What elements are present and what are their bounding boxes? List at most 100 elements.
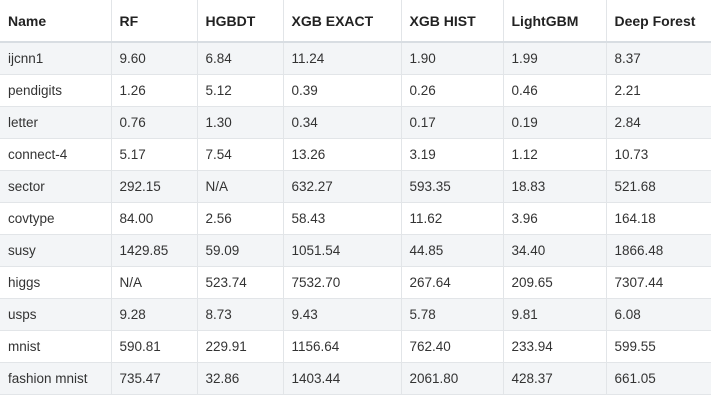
- cell-dataset-name: sector: [0, 170, 112, 203]
- column-header-lightgbm: LightGBM: [503, 0, 607, 43]
- cell-hgbdt: 5.12: [197, 74, 284, 107]
- cell-dataset-name: pendigits: [0, 74, 112, 107]
- cell-hgbdt: 7.54: [197, 138, 284, 171]
- table-row: connect-4 5.17 7.54 13.26 3.19 1.12 10.73: [0, 138, 711, 171]
- cell-rf: 1.26: [111, 74, 198, 107]
- cell-xgb-exact: 9.43: [283, 298, 402, 331]
- cell-hgbdt: 32.86: [197, 362, 284, 395]
- cell-lightgbm: 428.37: [503, 362, 607, 395]
- table-row: fashion mnist 735.47 32.86 1403.44 2061.80 42…: [0, 362, 711, 395]
- table-row: sector 292.15 N/A 632.27 593.35 18.83 521.68: [0, 170, 711, 203]
- cell-deep-forest: 2.21: [606, 74, 711, 107]
- cell-lightgbm: 18.83: [503, 170, 607, 203]
- cell-hgbdt: 2.56: [197, 202, 284, 235]
- cell-hgbdt: 1.30: [197, 106, 284, 139]
- cell-rf: N/A: [111, 266, 198, 299]
- cell-deep-forest: 521.68: [606, 170, 711, 203]
- cell-xgb-exact: 0.34: [283, 106, 402, 139]
- cell-lightgbm: 209.65: [503, 266, 607, 299]
- table-row: letter 0.76 1.30 0.34 0.17 0.19 2.84: [0, 106, 711, 139]
- cell-rf: 9.28: [111, 298, 198, 331]
- cell-xgb-hist: 5.78: [401, 298, 504, 331]
- cell-dataset-name: letter: [0, 106, 112, 139]
- cell-lightgbm: 1.12: [503, 138, 607, 171]
- cell-dataset-name: ijcnn1: [0, 42, 112, 75]
- cell-xgb-exact: 632.27: [283, 170, 402, 203]
- cell-deep-forest: 599.55: [606, 330, 711, 363]
- cell-dataset-name: mnist: [0, 330, 112, 363]
- table-row: mnist 590.81 229.91 1156.64 762.40 233.94 599.…: [0, 330, 711, 363]
- column-header-hgbdt: HGBDT: [197, 0, 284, 43]
- cell-lightgbm: 9.81: [503, 298, 607, 331]
- cell-rf: 5.17: [111, 138, 198, 171]
- cell-xgb-hist: 3.19: [401, 138, 504, 171]
- cell-dataset-name: covtype: [0, 202, 112, 235]
- cell-deep-forest: 10.73: [606, 138, 711, 171]
- cell-lightgbm: 34.40: [503, 234, 607, 267]
- cell-deep-forest: 7307.44: [606, 266, 711, 299]
- cell-rf: 735.47: [111, 362, 198, 395]
- cell-rf: 84.00: [111, 202, 198, 235]
- column-header-name: Name: [0, 0, 112, 43]
- cell-lightgbm: 0.19: [503, 106, 607, 139]
- cell-deep-forest: 1866.48: [606, 234, 711, 267]
- cell-hgbdt: 229.91: [197, 330, 284, 363]
- cell-rf: 1429.85: [111, 234, 198, 267]
- cell-xgb-exact: 58.43: [283, 202, 402, 235]
- column-header-xgb-hist: XGB HIST: [401, 0, 504, 43]
- cell-xgb-exact: 7532.70: [283, 266, 402, 299]
- cell-rf: 590.81: [111, 330, 198, 363]
- cell-deep-forest: 6.08: [606, 298, 711, 331]
- cell-xgb-exact: 1156.64: [283, 330, 402, 363]
- cell-xgb-exact: 13.26: [283, 138, 402, 171]
- cell-dataset-name: higgs: [0, 266, 112, 299]
- table-header: Name RF HGBDT XGB EXACT XGB HIST LightGB…: [0, 0, 711, 43]
- column-header-deep-forest: Deep Forest: [606, 0, 711, 43]
- cell-hgbdt: 59.09: [197, 234, 284, 267]
- cell-deep-forest: 164.18: [606, 202, 711, 235]
- cell-deep-forest: 661.05: [606, 362, 711, 395]
- cell-xgb-exact: 1051.54: [283, 234, 402, 267]
- cell-hgbdt: 523.74: [197, 266, 284, 299]
- cell-lightgbm: 233.94: [503, 330, 607, 363]
- cell-xgb-hist: 0.17: [401, 106, 504, 139]
- header-row: Name RF HGBDT XGB EXACT XGB HIST LightGB…: [0, 0, 711, 43]
- cell-xgb-exact: 1403.44: [283, 362, 402, 395]
- cell-xgb-hist: 762.40: [401, 330, 504, 363]
- column-header-rf: RF: [111, 0, 198, 43]
- cell-xgb-hist: 593.35: [401, 170, 504, 203]
- table-row: ijcnn1 9.60 6.84 11.24 1.90 1.99 8.37: [0, 42, 711, 75]
- cell-lightgbm: 1.99: [503, 42, 607, 75]
- cell-lightgbm: 0.46: [503, 74, 607, 107]
- cell-xgb-exact: 0.39: [283, 74, 402, 107]
- cell-deep-forest: 2.84: [606, 106, 711, 139]
- cell-xgb-hist: 267.64: [401, 266, 504, 299]
- cell-dataset-name: connect-4: [0, 138, 112, 171]
- cell-hgbdt: N/A: [197, 170, 284, 203]
- cell-xgb-hist: 0.26: [401, 74, 504, 107]
- cell-hgbdt: 6.84: [197, 42, 284, 75]
- table-body: ijcnn1 9.60 6.84 11.24 1.90 1.99 8.37 pendigits…: [0, 42, 711, 395]
- cell-rf: 292.15: [111, 170, 198, 203]
- table-row: pendigits 1.26 5.12 0.39 0.26 0.46 2.21: [0, 74, 711, 107]
- cell-dataset-name: usps: [0, 298, 112, 331]
- cell-dataset-name: susy: [0, 234, 112, 267]
- cell-xgb-hist: 2061.80: [401, 362, 504, 395]
- table-row: covtype 84.00 2.56 58.43 11.62 3.96 164.18: [0, 202, 711, 235]
- cell-dataset-name: fashion mnist: [0, 362, 112, 395]
- table-row: higgs N/A 523.74 7532.70 267.64 209.65 7307.44: [0, 266, 711, 299]
- cell-rf: 9.60: [111, 42, 198, 75]
- cell-xgb-hist: 11.62: [401, 202, 504, 235]
- cell-lightgbm: 3.96: [503, 202, 607, 235]
- column-header-xgb-exact: XGB EXACT: [283, 0, 402, 43]
- cell-xgb-exact: 11.24: [283, 42, 402, 75]
- cell-hgbdt: 8.73: [197, 298, 284, 331]
- cell-deep-forest: 8.37: [606, 42, 711, 75]
- cell-xgb-hist: 44.85: [401, 234, 504, 267]
- cell-rf: 0.76: [111, 106, 198, 139]
- table-row: usps 9.28 8.73 9.43 5.78 9.81 6.08: [0, 298, 711, 331]
- cell-xgb-hist: 1.90: [401, 42, 504, 75]
- table-row: susy 1429.85 59.09 1051.54 44.85 34.40 1866.48: [0, 234, 711, 267]
